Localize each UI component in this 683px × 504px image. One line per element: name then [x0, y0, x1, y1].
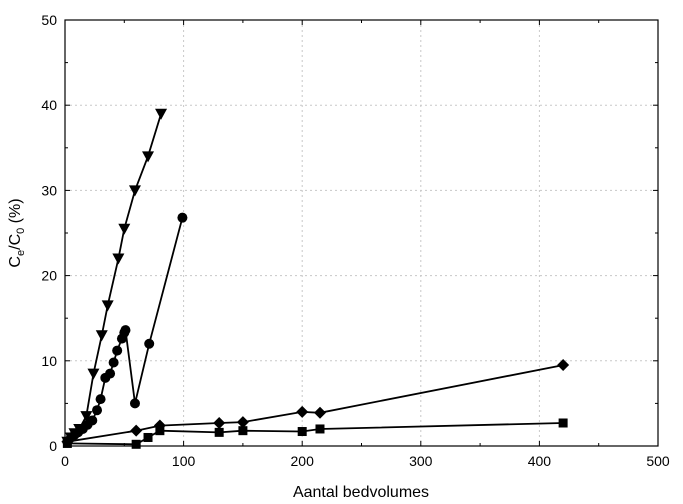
- data-point-circle: [87, 415, 98, 426]
- data-point-triangle-down: [142, 151, 155, 163]
- data-point-circle: [120, 325, 131, 336]
- x-axis-title: Aantal bedvolumes: [293, 484, 429, 501]
- y-axis-title-sub1: e: [15, 250, 27, 256]
- data-point-circle: [144, 338, 155, 349]
- data-point-circle: [95, 394, 106, 405]
- data-point-square: [143, 432, 153, 442]
- series-triangle-down: [61, 108, 168, 448]
- data-point-triangle-down: [87, 368, 100, 380]
- grid-layer: [65, 20, 658, 446]
- series-square: [62, 418, 568, 449]
- data-point-square: [62, 438, 72, 448]
- y-axis-title-base1: C: [7, 256, 24, 268]
- y-axis-title-mid: /C: [7, 234, 24, 250]
- series-circle: [62, 212, 188, 447]
- data-point-diamond: [130, 424, 143, 437]
- y-axis-title-sub2: 0: [15, 228, 27, 234]
- x-tick-label: 300: [409, 453, 433, 469]
- data-point-square: [155, 426, 165, 436]
- data-point-diamond: [557, 359, 570, 372]
- data-point-triangle-down: [101, 300, 114, 312]
- data-point-diamond: [236, 416, 249, 429]
- data-point-circle: [112, 345, 123, 356]
- data-point-square: [131, 439, 141, 449]
- x-tick-label: 500: [646, 453, 670, 469]
- data-point-triangle-down: [118, 223, 131, 235]
- data-point-circle: [108, 357, 119, 368]
- data-point-circle: [177, 212, 188, 223]
- data-point-square: [297, 427, 307, 437]
- data-point-triangle-down: [112, 253, 125, 265]
- y-tick-label: 20: [41, 268, 57, 284]
- x-tick-label: 100: [172, 453, 196, 469]
- data-point-square: [238, 426, 248, 436]
- data-point-square: [214, 427, 224, 437]
- data-point-triangle-down: [155, 108, 168, 120]
- tick-layer: 0 100 200 300 400 500 0 10 20 30 40 50: [41, 12, 669, 469]
- y-axis-title: Ce/C0 (%): [7, 198, 27, 267]
- x-tick-label: 400: [528, 453, 552, 469]
- x-tick-label: 0: [61, 453, 69, 469]
- series-line-triangle-down: [66, 113, 162, 443]
- series-line-square: [67, 422, 564, 446]
- data-point-circle: [92, 405, 103, 416]
- data-point-square: [558, 418, 568, 428]
- x-tick-label: 200: [291, 453, 315, 469]
- y-tick-label: 40: [41, 97, 57, 113]
- series-layer: [61, 108, 570, 449]
- data-point-circle: [129, 398, 140, 409]
- y-tick-label: 50: [41, 12, 57, 28]
- data-point-triangle-down: [128, 185, 141, 197]
- y-tick-label: 30: [41, 182, 57, 198]
- plot-frame: [64, 19, 659, 447]
- data-point-diamond: [313, 406, 326, 419]
- data-point-square: [315, 424, 325, 434]
- data-point-diamond: [296, 405, 309, 418]
- data-point-triangle-down: [95, 330, 108, 342]
- y-tick-label: 10: [41, 353, 57, 369]
- data-point-circle: [105, 368, 116, 379]
- data-point-triangle-down: [80, 411, 93, 423]
- y-axis-title-tail: (%): [7, 198, 24, 227]
- y-tick-label: 0: [49, 438, 57, 454]
- data-point-diamond: [213, 416, 226, 429]
